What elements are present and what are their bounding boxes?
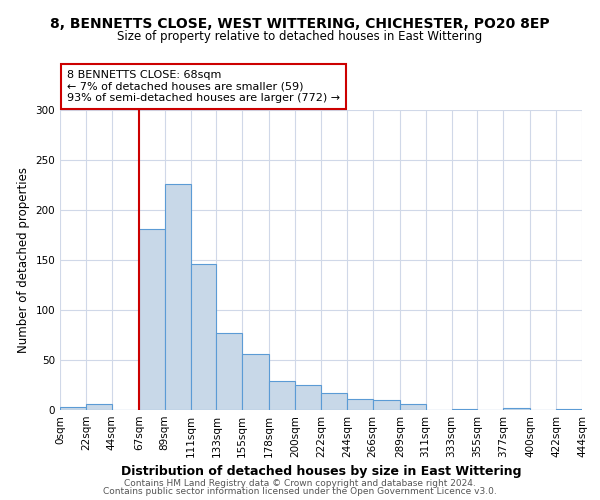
Bar: [269, 381, 295, 410]
Bar: [321, 393, 347, 410]
Bar: [60, 407, 86, 410]
Bar: [347, 399, 373, 410]
Y-axis label: Number of detached properties: Number of detached properties: [17, 167, 30, 353]
Bar: [164, 184, 191, 410]
Bar: [191, 264, 217, 410]
Bar: [556, 409, 582, 410]
Text: Contains public sector information licensed under the Open Government Licence v3: Contains public sector information licen…: [103, 487, 497, 496]
Bar: [373, 400, 400, 410]
Bar: [503, 408, 530, 410]
Bar: [86, 404, 112, 410]
Bar: [217, 333, 242, 410]
Bar: [139, 229, 164, 410]
Bar: [295, 385, 321, 410]
Bar: [452, 409, 478, 410]
Text: 8, BENNETTS CLOSE, WEST WITTERING, CHICHESTER, PO20 8EP: 8, BENNETTS CLOSE, WEST WITTERING, CHICH…: [50, 18, 550, 32]
Bar: [242, 354, 269, 410]
Bar: [400, 404, 425, 410]
X-axis label: Distribution of detached houses by size in East Wittering: Distribution of detached houses by size …: [121, 466, 521, 478]
Text: Contains HM Land Registry data © Crown copyright and database right 2024.: Contains HM Land Registry data © Crown c…: [124, 478, 476, 488]
Text: Size of property relative to detached houses in East Wittering: Size of property relative to detached ho…: [118, 30, 482, 43]
Text: 8 BENNETTS CLOSE: 68sqm
← 7% of detached houses are smaller (59)
93% of semi-det: 8 BENNETTS CLOSE: 68sqm ← 7% of detached…: [67, 70, 340, 103]
